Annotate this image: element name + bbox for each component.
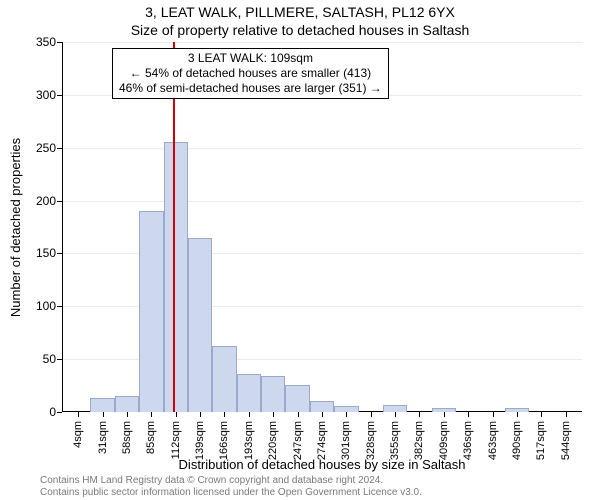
page-title: 3, LEAT WALK, PILLMERE, SALTASH, PL12 6Y… (0, 4, 600, 20)
xtick-label: 490sqm (511, 417, 523, 460)
xtick-label: 382sqm (413, 417, 425, 460)
xtick-label: 31sqm (97, 417, 109, 454)
xtick-label: 463sqm (487, 417, 499, 460)
y-axis-label: Number of detached properties (8, 42, 24, 412)
histogram-bar (237, 374, 261, 412)
ytick-label: 150 (36, 246, 62, 260)
histogram-bar (212, 346, 236, 412)
y-axis-label-text: Number of detached properties (9, 137, 24, 316)
xtick-label: 4sqm (72, 417, 84, 448)
xtick-label: 247sqm (292, 417, 304, 460)
xtick-label: 139sqm (194, 417, 206, 460)
annotation-box: 3 LEAT WALK: 109sqm ← 54% of detached ho… (112, 48, 389, 99)
footnote-line-1: Contains HM Land Registry data © Crown c… (40, 475, 590, 487)
histogram-bar (164, 142, 188, 412)
plot-area: 050100150200250300350 4sqm31sqm58sqm85sq… (62, 42, 582, 412)
footnote-line-2: Contains public sector information licen… (40, 487, 590, 499)
xtick-label: 409sqm (438, 417, 450, 460)
annotation-line-3: 46% of semi-detached houses are larger (… (119, 81, 382, 96)
chart-frame: 3, LEAT WALK, PILLMERE, SALTASH, PL12 6Y… (0, 0, 600, 500)
histogram-bar (285, 385, 309, 412)
footnote: Contains HM Land Registry data © Crown c… (40, 475, 590, 498)
histogram-bar (139, 211, 163, 412)
bar-slot: 544sqm (554, 42, 578, 412)
xtick-label: 517sqm (535, 417, 547, 460)
bar-slot: 436sqm (456, 42, 480, 412)
xtick-label: 328sqm (365, 417, 377, 460)
xtick-label: 301sqm (340, 417, 352, 460)
bar-slot: 463sqm (480, 42, 504, 412)
ytick-label: 250 (36, 141, 62, 155)
bar-slot: 409sqm (432, 42, 456, 412)
xtick-label: 220sqm (267, 417, 279, 460)
xtick-label: 112sqm (170, 417, 182, 459)
xtick-label: 166sqm (218, 417, 230, 460)
histogram-bar (115, 396, 139, 412)
histogram-bar (310, 401, 334, 412)
xtick-label: 355sqm (389, 417, 401, 460)
ytick-label: 200 (36, 194, 62, 208)
xtick-label: 85sqm (145, 417, 157, 454)
bar-slot: 382sqm (407, 42, 431, 412)
ytick-label: 300 (36, 88, 62, 102)
x-axis-label: Distribution of detached houses by size … (62, 457, 582, 472)
histogram-bar (383, 405, 407, 412)
xtick-label: 193sqm (243, 417, 255, 460)
bar-slot: 4sqm (66, 42, 90, 412)
histogram-bar (188, 238, 212, 412)
xtick-label: 544sqm (560, 417, 572, 460)
xtick-label: 274sqm (316, 417, 328, 460)
ytick-label: 50 (43, 352, 62, 366)
ytick-label: 100 (36, 299, 62, 313)
bar-slot: 490sqm (505, 42, 529, 412)
annotation-line-1: 3 LEAT WALK: 109sqm (119, 51, 382, 66)
annotation-line-2: ← 54% of detached houses are smaller (41… (119, 66, 382, 81)
ytick-label: 0 (49, 405, 62, 419)
bar-slot: 517sqm (529, 42, 553, 412)
histogram-bar (90, 398, 114, 412)
page-subtitle: Size of property relative to detached ho… (0, 22, 600, 38)
xtick-label: 58sqm (121, 417, 133, 454)
xtick-label: 436sqm (462, 417, 474, 460)
ytick-label: 350 (36, 35, 62, 49)
histogram-bar (261, 376, 285, 412)
